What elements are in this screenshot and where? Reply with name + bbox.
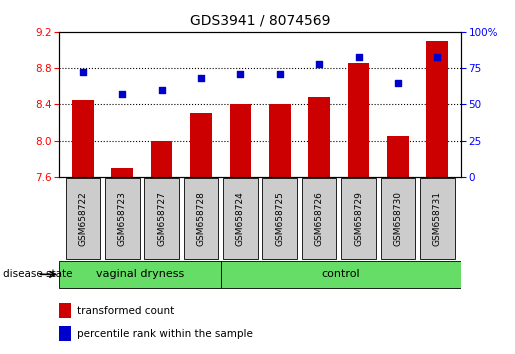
Bar bbox=[387, 136, 409, 177]
FancyBboxPatch shape bbox=[302, 178, 336, 259]
Point bbox=[354, 54, 363, 59]
Text: GSM658729: GSM658729 bbox=[354, 191, 363, 246]
Text: transformed count: transformed count bbox=[77, 306, 175, 316]
Point bbox=[197, 75, 205, 81]
Text: percentile rank within the sample: percentile rank within the sample bbox=[77, 329, 253, 338]
Bar bbox=[426, 41, 448, 177]
Point bbox=[276, 71, 284, 77]
Text: GSM658730: GSM658730 bbox=[393, 191, 402, 246]
Point bbox=[79, 70, 87, 75]
Point bbox=[394, 80, 402, 85]
Point bbox=[236, 71, 245, 77]
Bar bbox=[348, 63, 369, 177]
FancyBboxPatch shape bbox=[105, 178, 140, 259]
Bar bbox=[59, 303, 71, 318]
Bar bbox=[269, 103, 290, 177]
FancyBboxPatch shape bbox=[420, 178, 455, 259]
Bar bbox=[111, 168, 133, 177]
Bar bbox=[230, 103, 251, 177]
Text: GSM658727: GSM658727 bbox=[157, 191, 166, 246]
Title: GDS3941 / 8074569: GDS3941 / 8074569 bbox=[190, 14, 330, 28]
Bar bbox=[308, 97, 330, 177]
Point bbox=[433, 54, 441, 59]
Text: GSM658728: GSM658728 bbox=[197, 191, 205, 246]
Text: GSM658731: GSM658731 bbox=[433, 191, 442, 246]
FancyBboxPatch shape bbox=[381, 178, 415, 259]
FancyBboxPatch shape bbox=[223, 178, 258, 259]
Text: GSM658722: GSM658722 bbox=[78, 191, 88, 246]
Point bbox=[158, 87, 166, 93]
FancyBboxPatch shape bbox=[263, 178, 297, 259]
Text: control: control bbox=[321, 269, 360, 279]
FancyBboxPatch shape bbox=[59, 261, 221, 288]
FancyBboxPatch shape bbox=[341, 178, 376, 259]
Text: GSM658724: GSM658724 bbox=[236, 191, 245, 246]
Bar bbox=[151, 141, 173, 177]
Bar bbox=[59, 326, 71, 341]
Text: GSM658723: GSM658723 bbox=[118, 191, 127, 246]
Point bbox=[315, 61, 323, 67]
Text: disease state: disease state bbox=[3, 269, 72, 279]
FancyBboxPatch shape bbox=[144, 178, 179, 259]
FancyBboxPatch shape bbox=[65, 178, 100, 259]
FancyBboxPatch shape bbox=[184, 178, 218, 259]
Text: GSM658725: GSM658725 bbox=[275, 191, 284, 246]
Text: vaginal dryness: vaginal dryness bbox=[96, 269, 184, 279]
FancyBboxPatch shape bbox=[221, 261, 461, 288]
Point bbox=[118, 91, 126, 97]
Text: GSM658726: GSM658726 bbox=[315, 191, 323, 246]
Bar bbox=[72, 100, 94, 177]
Bar bbox=[190, 113, 212, 177]
